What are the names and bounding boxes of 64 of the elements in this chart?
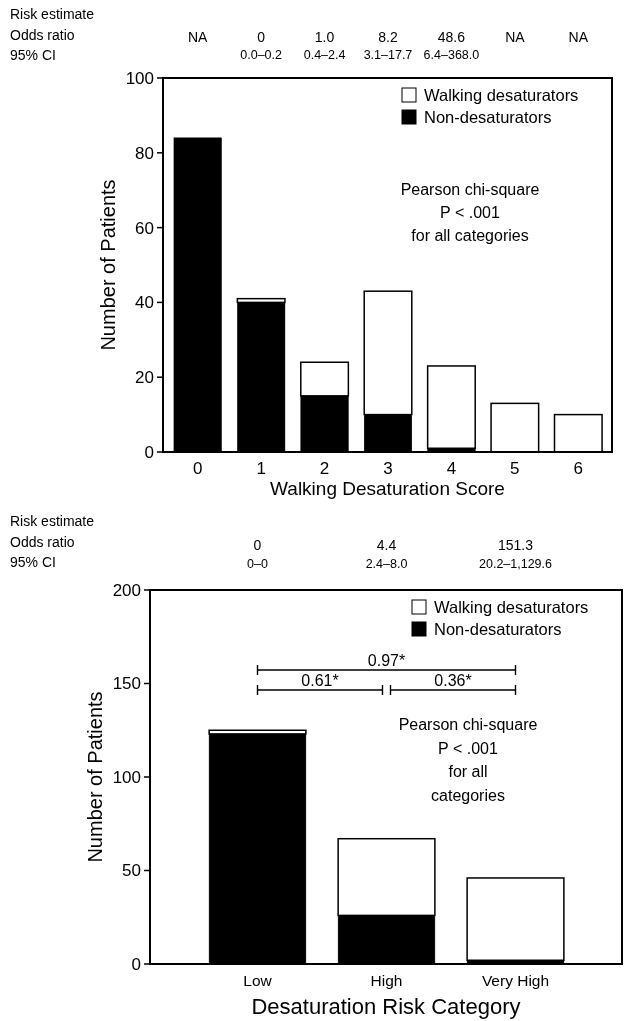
y-tick-label: 0 — [144, 442, 154, 462]
text: 0 — [257, 29, 266, 45]
annotation: 0.36* — [434, 672, 472, 689]
text: 0.0–0.2 — [240, 48, 283, 62]
annotation: P < .001 — [438, 739, 498, 757]
text: 151.3 — [497, 537, 534, 553]
text: Odds ratio — [10, 534, 75, 550]
legend-label: Non-desaturators — [424, 107, 552, 126]
x-tick-label: 2 — [319, 459, 330, 478]
y-tick-label: 200 — [112, 580, 141, 600]
annotation: P < .001 — [440, 204, 500, 221]
y-tick-label: 100 — [125, 68, 154, 88]
text: NA — [568, 29, 589, 45]
text: 95% CI — [10, 47, 56, 63]
x-axis-title: Walking Desaturation Score — [270, 478, 505, 499]
text: 3.1–17.7 — [363, 48, 413, 62]
text: 6.4–368.0 — [423, 48, 480, 62]
text: Risk estimate — [10, 6, 95, 22]
annotation: categories — [431, 786, 505, 804]
x-tick-label: 6 — [573, 459, 584, 478]
annotation: Pearson chi-square — [400, 181, 540, 198]
text: 8.2 — [378, 29, 398, 45]
x-tick-label: High — [370, 972, 403, 989]
bar — [426, 365, 476, 450]
y-tick-label: 100 — [112, 767, 141, 787]
y-tick-label: 80 — [135, 143, 154, 163]
x-tick-label: 0 — [192, 459, 203, 478]
text: 48.6 — [437, 29, 466, 45]
text: NA — [505, 29, 526, 45]
text: 95% CI — [10, 554, 56, 570]
x-tick-label: 4 — [446, 459, 457, 478]
bar — [466, 877, 565, 962]
legend-label: Walking desaturators — [434, 597, 589, 616]
text: 1.0 — [314, 29, 335, 45]
text: Odds ratio — [10, 27, 75, 43]
y-tick-label: 50 — [122, 861, 141, 881]
x-tick-label: 3 — [383, 459, 393, 478]
text: 0.4–2.4 — [303, 48, 346, 62]
text: Risk estimate — [10, 513, 95, 529]
x-tick-label: 5 — [510, 459, 520, 478]
text: 0–0 — [247, 557, 268, 571]
y-tick-label: 40 — [135, 293, 154, 313]
y-axis-title: Number of Patients — [84, 691, 106, 863]
text: 2.4–8.0 — [365, 557, 408, 571]
annotation: for all — [448, 763, 488, 780]
y-tick-label: 60 — [135, 218, 154, 238]
x-tick-label: 1 — [256, 459, 266, 478]
x-tick-label: Very High — [481, 972, 550, 989]
y-tick-label: 150 — [112, 674, 141, 694]
text: 0 — [253, 537, 262, 553]
annotation: Pearson chi-square — [398, 716, 538, 733]
y-tick-label: 0 — [131, 954, 141, 974]
text: NA — [187, 29, 209, 45]
y-tick-label: 20 — [135, 368, 154, 388]
legend-label: Non-desaturators — [434, 619, 562, 638]
x-axis-title: Desaturation Risk Category — [251, 994, 521, 1019]
text: 20.2–1,129.6 — [479, 557, 553, 571]
annotation: 0.61* — [301, 672, 339, 689]
x-tick-label: Low — [243, 972, 273, 989]
legend-label: Walking desaturators — [424, 85, 579, 104]
annotation: for all categories — [411, 227, 529, 244]
y-axis-title: Number of Patients — [97, 179, 119, 351]
annotation: 0.97* — [367, 652, 406, 669]
text: 4.4 — [376, 537, 397, 553]
